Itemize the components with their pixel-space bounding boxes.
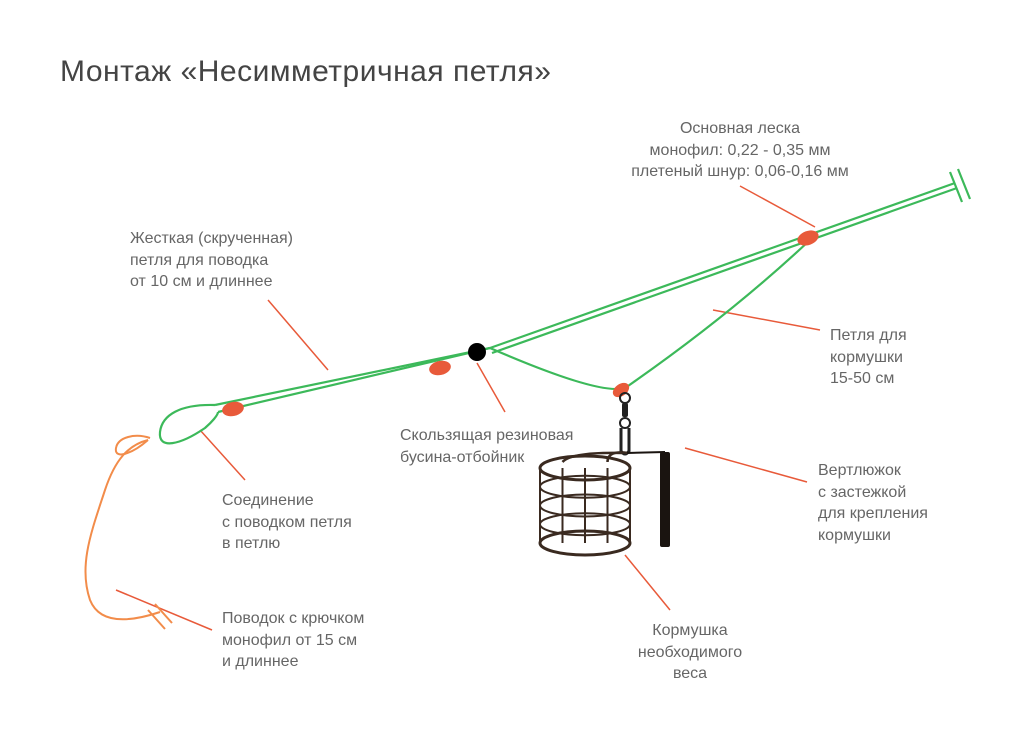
leader-loop [116,436,150,455]
callout-swivel [685,448,807,482]
bead [468,343,486,361]
main-line-b [492,188,957,353]
rig-diagram [0,0,1023,736]
callout-lines [116,186,820,630]
callout-stiff_loop [268,300,328,370]
callout-bead [477,363,505,412]
callout-main_line [740,186,815,227]
knot-0 [795,228,820,249]
end-loop [160,405,218,443]
callout-conn [200,430,245,480]
callout-feeder [625,555,670,610]
main-line-a [490,183,955,348]
callout-leader [116,590,212,630]
feeder-cage [540,452,630,555]
loop-lower-arm [490,240,810,389]
swivel [620,393,630,454]
lead-weight [660,452,670,547]
callout-feeder_loop [713,310,820,330]
